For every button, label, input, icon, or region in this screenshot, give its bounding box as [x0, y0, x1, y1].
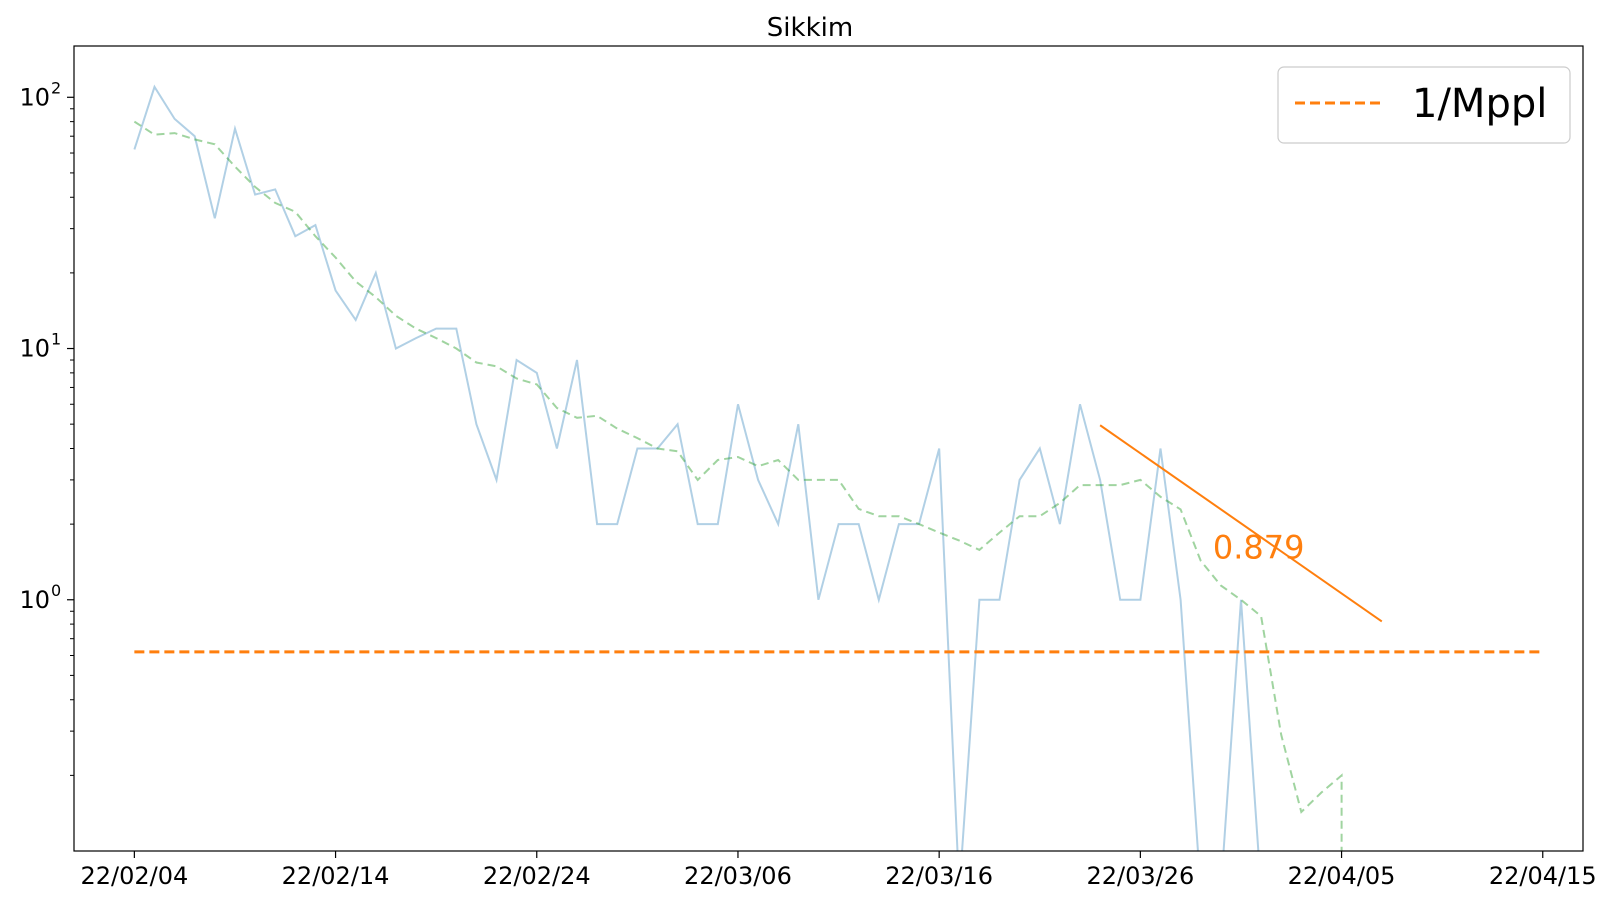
x-axis: 22/02/04 22/02/14 22/02/24 22/03/06 22/03/16…	[80, 851, 1597, 890]
x-tick-label: 22/02/14	[282, 862, 390, 890]
chart-title: Sikkim	[767, 13, 853, 43]
y-tick-exponent: 0	[51, 581, 61, 600]
legend: 1/Mppl	[1277, 66, 1571, 144]
x-tick-label: 22/02/04	[80, 862, 188, 890]
x-tick-label: 22/02/24	[483, 862, 591, 890]
x-tick-label: 22/04/05	[1288, 862, 1396, 890]
y-tick-label: 10	[19, 335, 50, 363]
y-tick-exponent: 2	[51, 78, 61, 97]
legend-box	[1277, 66, 1571, 144]
y-tick-label: 10	[19, 586, 50, 614]
legend-label-1-mppl: 1/Mppl	[1412, 81, 1547, 127]
series-layer	[133, 84, 1343, 851]
trend-annotation: 0.879	[1213, 528, 1305, 566]
annotation-layer: 0.879	[1213, 528, 1305, 566]
y-tick-exponent: 1	[51, 330, 61, 349]
y-tick-label: 10	[19, 83, 50, 111]
x-tick-label: 22/03/26	[1086, 862, 1194, 890]
average-series-line	[133, 120, 1343, 851]
x-tick-label: 22/04/15	[1489, 862, 1597, 890]
daily-series-line	[133, 84, 1260, 851]
reference-layer	[134, 424, 1543, 654]
trend-line	[1099, 424, 1383, 623]
plot-area-frame	[73, 45, 1584, 852]
x-tick-label: 22/03/16	[885, 862, 993, 890]
x-tick-label: 22/03/06	[684, 862, 792, 890]
